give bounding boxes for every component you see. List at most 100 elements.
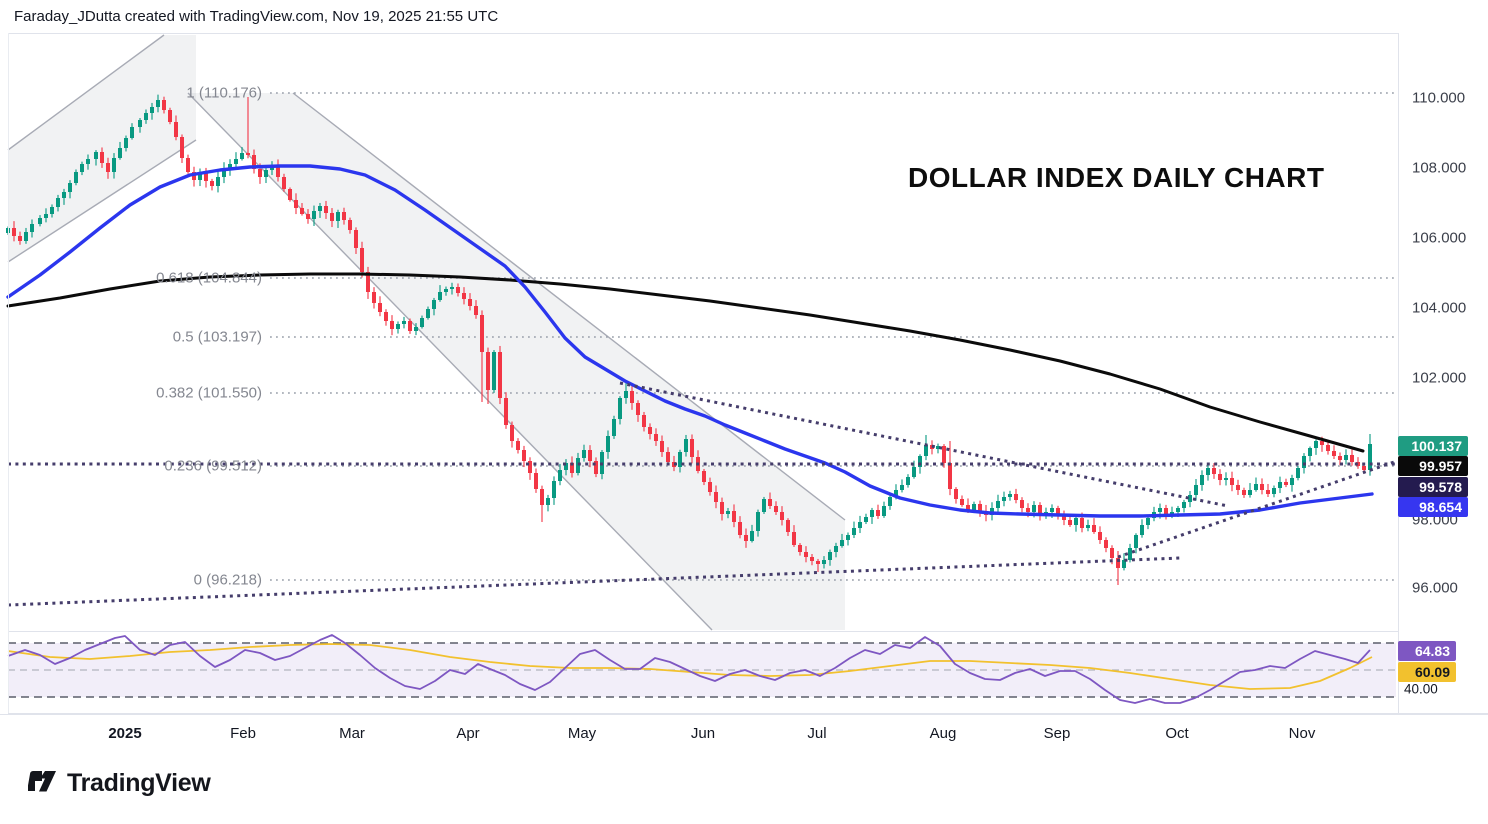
candle-body xyxy=(204,173,208,181)
candle-body xyxy=(80,164,84,172)
candle-body xyxy=(960,499,964,505)
candle-body xyxy=(1338,456,1342,460)
candle-body xyxy=(1236,485,1240,490)
candlestick-chart-canvas[interactable] xyxy=(0,0,1488,753)
falling-channel-line[interactable] xyxy=(292,92,846,521)
time-axis-label-Apr: Apr xyxy=(456,725,480,742)
candle-body xyxy=(762,499,766,512)
price-axis[interactable] xyxy=(1398,33,1488,713)
time-axis-label-Jul: Jul xyxy=(807,725,827,742)
candle-body xyxy=(1164,508,1168,515)
candle-body xyxy=(130,127,134,138)
candle-body xyxy=(690,439,694,457)
candle-body xyxy=(456,287,460,293)
candle-body xyxy=(1110,548,1114,558)
candle-body xyxy=(1344,455,1348,460)
candle-body xyxy=(390,321,394,329)
candle-body xyxy=(1320,441,1324,445)
candle-body xyxy=(1062,515,1066,520)
candle-body xyxy=(612,419,616,436)
candle-body xyxy=(618,398,622,419)
candle-body xyxy=(106,163,110,172)
candle-body xyxy=(642,415,646,427)
candle-body xyxy=(1230,478,1234,485)
ma-200-line[interactable] xyxy=(6,272,1365,453)
candle-body xyxy=(252,155,256,169)
candle-body xyxy=(56,198,60,207)
candle-body xyxy=(1050,508,1054,512)
candle-body xyxy=(774,506,778,512)
candle-body xyxy=(1056,508,1060,515)
candle-body xyxy=(1278,482,1282,488)
price-badge-99.578: 99.578 xyxy=(1398,477,1468,497)
candle-body xyxy=(306,214,310,219)
attribution-text: Faraday_JDutta created with TradingView.… xyxy=(14,8,499,25)
price-badge-98.654: 98.654 xyxy=(1398,497,1468,517)
price-axis-label: 108.000 xyxy=(1412,159,1467,177)
candle-body xyxy=(702,471,706,482)
price-axis-label: 96.000 xyxy=(1412,579,1458,597)
candle-body xyxy=(810,557,814,561)
ascending-trendline[interactable] xyxy=(1117,459,1398,559)
ma-100-line[interactable] xyxy=(6,164,1374,518)
rsi-level-label: 40.00 xyxy=(1404,681,1438,697)
price-badge-100.137: 100.137 xyxy=(1398,436,1468,456)
candle-body xyxy=(312,211,316,219)
header-bar xyxy=(0,0,1488,33)
candle-body xyxy=(384,312,388,321)
candle-body xyxy=(1218,474,1222,480)
candle-body xyxy=(834,546,838,552)
candle-body xyxy=(354,230,358,248)
candle-body xyxy=(528,461,532,473)
falling-channel-line[interactable] xyxy=(187,92,713,631)
candle-body xyxy=(1362,466,1366,470)
candle-body xyxy=(858,522,862,528)
tradingview-logo-text: TradingView xyxy=(67,768,211,797)
candle-body xyxy=(870,510,874,517)
candle-body xyxy=(786,520,790,532)
rsi-ma-line[interactable] xyxy=(7,643,1373,690)
candle-body xyxy=(1176,508,1180,512)
candle-body xyxy=(240,153,244,159)
candle-body xyxy=(1146,518,1150,525)
candle-body xyxy=(888,497,892,506)
candle-body xyxy=(606,436,610,452)
candle-body xyxy=(588,450,592,461)
candle-body xyxy=(12,228,16,236)
candle-body xyxy=(18,236,22,241)
candle-body xyxy=(726,511,730,514)
candle-body xyxy=(978,504,982,511)
candle-body xyxy=(38,218,42,224)
candle-body xyxy=(864,517,868,522)
time-axis-label-May: May xyxy=(567,725,597,742)
time-axis[interactable] xyxy=(0,714,1488,754)
candle-body xyxy=(1308,448,1312,456)
candle-body xyxy=(138,120,142,127)
candle-body xyxy=(900,485,904,490)
long-rising-support[interactable] xyxy=(7,556,1181,607)
candle-body xyxy=(276,165,280,177)
candle-body xyxy=(510,425,514,441)
candle-body xyxy=(564,463,568,470)
candle-body xyxy=(558,470,562,481)
candle-body xyxy=(1296,468,1300,478)
rsi-line[interactable] xyxy=(7,634,1371,704)
time-axis-label-Aug: Aug xyxy=(929,725,957,742)
candle-body xyxy=(1128,548,1132,560)
candle-body xyxy=(684,439,688,452)
candle-body xyxy=(594,461,598,474)
candle-body xyxy=(348,220,352,230)
footer-bar xyxy=(0,753,1488,824)
rising-channel-line[interactable] xyxy=(7,34,165,151)
candle-body xyxy=(1158,508,1162,512)
time-axis-label-Nov: Nov xyxy=(1288,725,1316,742)
tradingview-logo[interactable]: TradingView xyxy=(28,768,211,798)
candle-body xyxy=(360,248,364,272)
candle-body xyxy=(30,224,34,232)
candle-body xyxy=(780,512,784,520)
candle-body xyxy=(636,403,640,415)
rising-channel-line[interactable] xyxy=(7,139,197,263)
candle-body xyxy=(804,552,808,557)
candle-body xyxy=(94,152,98,159)
candle-body xyxy=(1002,497,1006,501)
